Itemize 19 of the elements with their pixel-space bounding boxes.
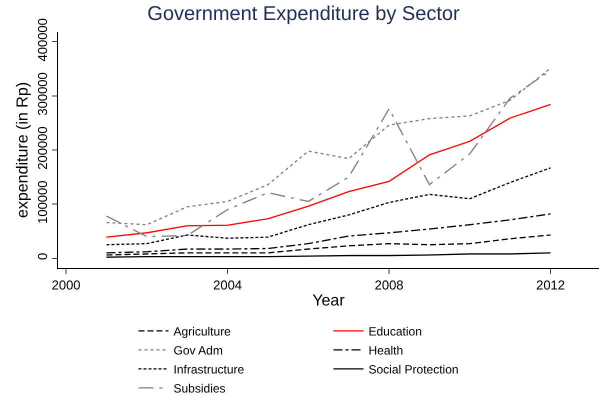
y-tick-label: 100000 bbox=[34, 180, 50, 224]
legend-label: Social Protection bbox=[368, 362, 459, 377]
y-tick-label: 200000 bbox=[34, 126, 50, 170]
x-tick-label: 2000 bbox=[52, 278, 81, 293]
x-tick-label: 2008 bbox=[374, 278, 404, 293]
y-tick-label: 300000 bbox=[34, 72, 50, 116]
legend-label: Health bbox=[368, 344, 404, 358]
legend-label: Infrastructure bbox=[174, 362, 245, 377]
legend-label: Gov Adm bbox=[174, 344, 223, 358]
y-tick-label: 400000 bbox=[34, 18, 50, 62]
legend-label: Subsidies bbox=[174, 382, 226, 396]
x-axis-title: Year bbox=[312, 292, 346, 310]
y-axis-title: expenditure (in Rp) bbox=[14, 82, 32, 218]
legend-label: Education bbox=[368, 324, 422, 339]
y-tick-label: 0 bbox=[34, 252, 50, 260]
x-tick-label: 2012 bbox=[536, 278, 566, 293]
x-tick-label: 2004 bbox=[213, 278, 242, 293]
chart-title: Government Expenditure by Sector bbox=[147, 3, 460, 26]
legend-label: Agriculture bbox=[174, 324, 232, 339]
